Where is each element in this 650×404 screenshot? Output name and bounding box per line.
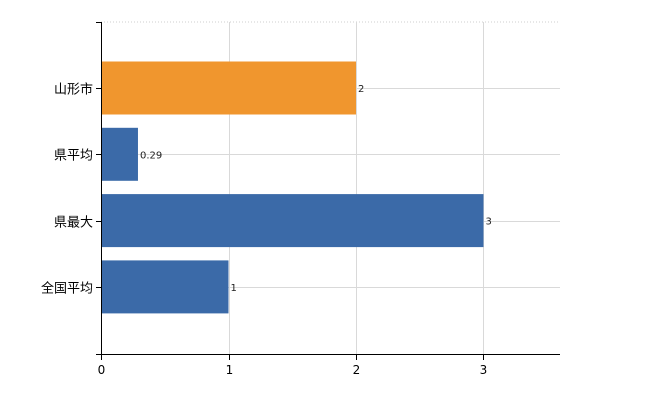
x-tick-label: 1: [226, 363, 234, 377]
data-label: 1: [231, 283, 237, 294]
bar[interactable]: [102, 127, 138, 181]
bar[interactable]: [102, 194, 484, 248]
bar[interactable]: [102, 61, 356, 115]
x-tick-label: 0: [98, 363, 106, 377]
bar-layer: [102, 61, 484, 314]
y-tick-label: 山形市: [54, 82, 93, 98]
y-tick-label: 県最大: [54, 216, 93, 231]
axis-layer: [96, 22, 560, 360]
data-label: 0.29: [140, 150, 162, 161]
data-label: 2: [358, 84, 364, 95]
y-tick-label: 全国平均: [41, 281, 93, 297]
y-tick-label: 県平均: [54, 149, 93, 164]
data-label: 3: [486, 217, 492, 228]
x-tick-label: 3: [480, 363, 488, 377]
bar[interactable]: [102, 260, 229, 314]
x-tick-label: 2: [353, 363, 361, 377]
